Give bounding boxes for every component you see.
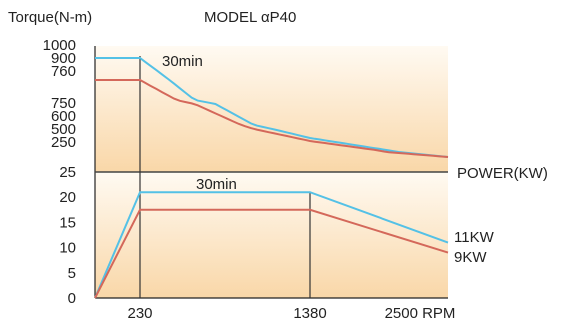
torque-30min-annotation: 30min xyxy=(162,53,203,70)
torque-tick-label: 250 xyxy=(51,134,76,151)
power-tick-label: 5 xyxy=(68,265,76,282)
series-label-9kw: 9KW xyxy=(454,249,487,266)
torque-axis-label: Torque(N-m) xyxy=(8,9,92,26)
power-30min-annotation: 30min xyxy=(196,176,237,193)
series-label-11kw: 11KW xyxy=(454,229,495,246)
power-panel-background xyxy=(95,172,448,298)
power-tick-label: 20 xyxy=(59,189,76,206)
power-tick-labels: 0 5 10 15 20 25 xyxy=(59,164,76,307)
torque-tick-label: 760 xyxy=(51,63,76,80)
chart-title: MODEL αP40 xyxy=(204,9,296,26)
rpm-tick-label: 230 xyxy=(127,305,152,322)
power-tick-label: 0 xyxy=(68,290,76,307)
power-axis-label: POWER(KW) xyxy=(457,165,548,182)
rpm-tick-labels: 230 1380 2500 RPM xyxy=(127,305,455,322)
power-tick-label: 10 xyxy=(59,240,76,257)
power-tick-label: 15 xyxy=(59,214,76,231)
power-tick-label: 25 xyxy=(59,164,76,181)
rpm-tick-label: 1380 xyxy=(293,305,326,322)
rpm-tick-label: 2500 RPM xyxy=(385,305,456,322)
